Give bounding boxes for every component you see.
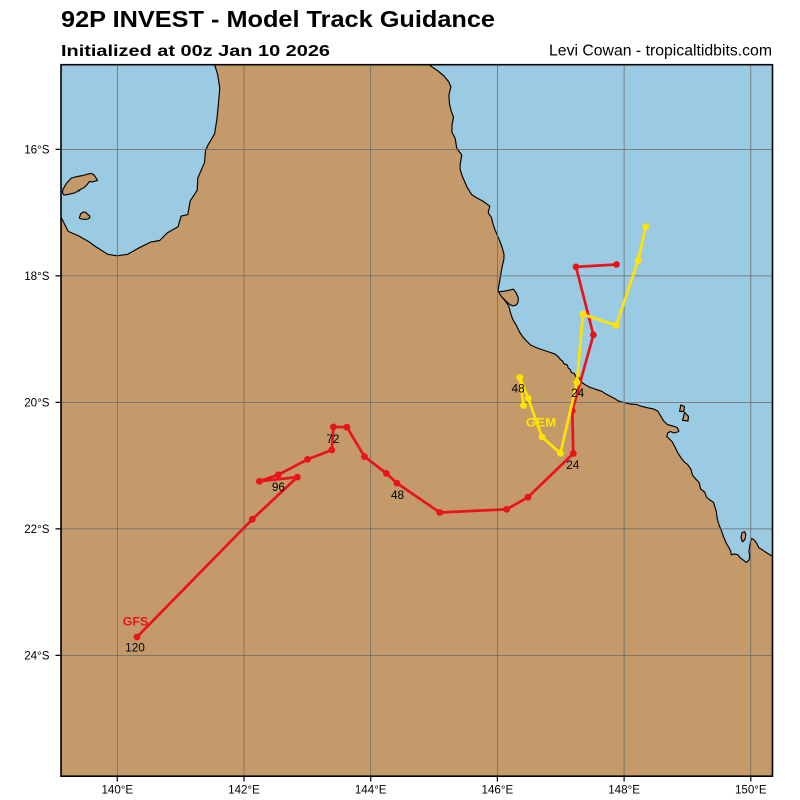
svg-text:140°E: 140°E (101, 783, 133, 796)
svg-text:24: 24 (566, 458, 580, 472)
svg-text:Initialized at 00z Jan 10 2026: Initialized at 00z Jan 10 2026 (61, 43, 330, 60)
svg-text:150°E: 150°E (735, 783, 767, 796)
svg-text:148°E: 148°E (608, 783, 640, 796)
svg-text:142°E: 142°E (228, 783, 260, 796)
svg-text:Levi Cowan - tropicaltidbits.c: Levi Cowan - tropicaltidbits.com (549, 43, 772, 60)
svg-text:96: 96 (272, 480, 286, 494)
svg-text:GEM: GEM (526, 415, 557, 429)
svg-text:48: 48 (512, 382, 526, 396)
svg-text:16°S: 16°S (24, 143, 50, 156)
svg-text:GFS: GFS (123, 615, 148, 629)
svg-text:18°S: 18°S (24, 270, 50, 283)
svg-text:48: 48 (391, 488, 405, 502)
svg-text:120: 120 (125, 641, 145, 655)
svg-text:146°E: 146°E (482, 783, 514, 796)
svg-text:24: 24 (571, 386, 585, 400)
svg-text:92P INVEST - Model Track Guida: 92P INVEST - Model Track Guidance (61, 6, 495, 32)
svg-text:24°S: 24°S (24, 649, 50, 662)
svg-text:22°S: 22°S (24, 523, 50, 536)
svg-text:20°S: 20°S (24, 396, 50, 409)
svg-text:72: 72 (326, 432, 339, 446)
svg-text:144°E: 144°E (355, 783, 387, 796)
